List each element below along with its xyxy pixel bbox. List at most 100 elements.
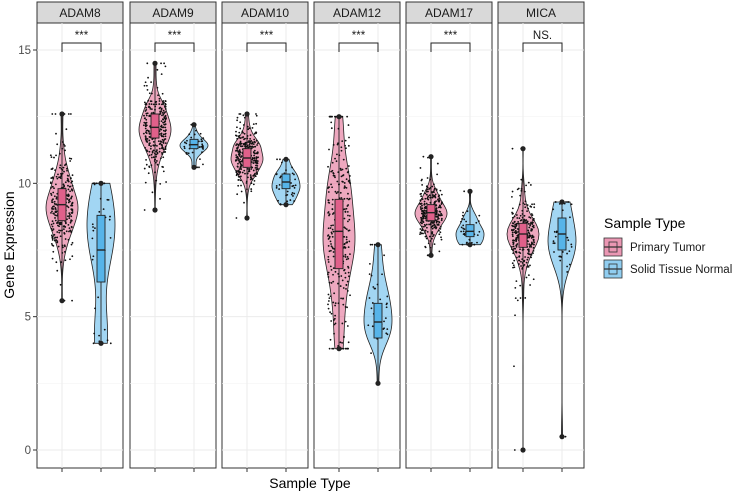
tumor-point (67, 238, 70, 241)
tumor-point (339, 341, 342, 344)
tumor-point (348, 181, 351, 183)
tumor-point (256, 160, 259, 162)
normal-point (289, 199, 292, 201)
tumor-point (162, 113, 165, 116)
tumor-point (432, 224, 434, 227)
tumor-point (250, 168, 253, 170)
tumor-point (524, 256, 527, 258)
normal-point (291, 166, 293, 169)
tumor-outlier (428, 154, 434, 160)
tumor-point (52, 212, 55, 215)
tumor-point (529, 253, 531, 256)
tumor-point (165, 129, 167, 131)
strip-label: ADAM9 (152, 6, 194, 20)
tumor-point (257, 142, 259, 145)
strip-label: ADAM17 (425, 6, 473, 20)
normal-point (294, 178, 296, 181)
tumor-point (332, 273, 334, 276)
tumor-point (152, 103, 155, 106)
tumor-point (520, 189, 523, 192)
normal-point (185, 153, 188, 155)
normal-point (106, 339, 109, 342)
tumor-point (53, 195, 56, 198)
tumor-point (343, 197, 346, 200)
tumor-point (331, 213, 334, 215)
tumor-point (160, 124, 163, 127)
tumor-point (420, 207, 422, 210)
tumor-point (61, 141, 64, 143)
tumor-point (432, 234, 435, 236)
tumor-point (433, 187, 436, 190)
normal-point (183, 145, 186, 148)
tumor-point (236, 126, 238, 129)
significance-label: NS. (533, 30, 552, 42)
tumor-point (59, 164, 62, 167)
normal-point (193, 133, 196, 136)
tumor-point (239, 127, 242, 130)
tumor-point (514, 287, 517, 289)
normal-point (463, 234, 466, 236)
tumor-point (346, 256, 349, 258)
tumor-point (532, 238, 535, 241)
tumor-point (327, 187, 329, 190)
tumor-point (428, 187, 431, 190)
tumor-point (431, 235, 434, 238)
tumor-point (59, 283, 62, 286)
tumor-point (348, 179, 351, 182)
tumor-point (50, 186, 52, 189)
tumor-point (533, 203, 536, 206)
tumor-point (433, 243, 436, 246)
tumor-point (512, 242, 515, 244)
tumor-point (150, 153, 153, 156)
normal-point (92, 342, 95, 345)
tumor-point (245, 180, 248, 183)
normal-point (277, 199, 279, 202)
tumor-point (146, 62, 149, 65)
tumor-point (511, 231, 514, 234)
tumor-point (435, 204, 438, 206)
tumor-point (340, 197, 343, 199)
tumor-point (255, 114, 258, 117)
y-tick-label: 5 (25, 312, 31, 324)
tumor-point (337, 272, 340, 275)
normal-point (367, 324, 370, 327)
tumor-point (428, 194, 431, 197)
tumor-point (420, 232, 423, 235)
tumor-point (521, 213, 524, 215)
significance-bracket (246, 42, 287, 52)
tumor-point (328, 347, 331, 350)
tumor-point (154, 171, 156, 174)
tumor-point (61, 244, 64, 247)
normal-outlier (98, 180, 104, 186)
tumor-point (330, 245, 333, 248)
tumor-point (239, 158, 241, 161)
tumor-point (71, 241, 74, 244)
tumor-point (524, 200, 527, 203)
tumor-point (160, 135, 163, 138)
x-axis-title: Sample Type (269, 475, 351, 491)
tumor-point (145, 118, 148, 121)
tumor-point (253, 132, 256, 135)
tumor-point (344, 347, 347, 350)
tumor-box (150, 113, 160, 139)
tumor-point (345, 167, 348, 170)
tumor-point (335, 160, 338, 163)
tumor-point (425, 202, 428, 205)
tumor-point (512, 245, 515, 248)
tumor-point (49, 182, 52, 185)
tumor-point (513, 449, 516, 451)
normal-point (200, 138, 203, 141)
tumor-point (327, 307, 330, 310)
tumor-point (332, 251, 335, 253)
tumor-point (530, 206, 533, 208)
tumor-point (67, 180, 70, 183)
tumor-point (425, 223, 428, 226)
tumor-point (512, 266, 514, 269)
normal-outlier (375, 242, 381, 248)
tumor-point (327, 199, 330, 202)
tumor-point (519, 214, 522, 217)
tumor-point (53, 233, 56, 236)
tumor-point (164, 126, 167, 129)
tumor-point (164, 105, 167, 108)
tumor-point (420, 212, 423, 215)
